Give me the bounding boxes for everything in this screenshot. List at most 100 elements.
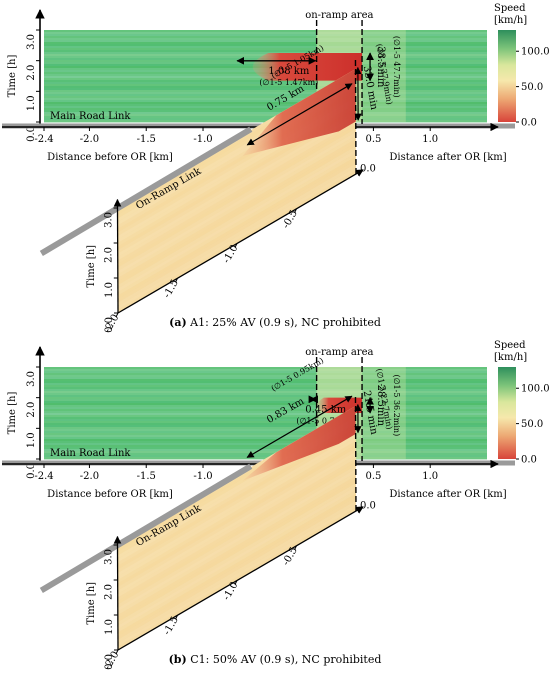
ramp-x-tick <box>294 545 297 550</box>
ramp-row <box>118 504 356 647</box>
main-y-tick-label: 3.0 <box>26 34 37 50</box>
ramp-length-arrow <box>246 83 353 146</box>
ramp-row <box>117 437 356 580</box>
ramp-row <box>117 441 356 584</box>
main-x-tick-label: -1.5 <box>137 134 156 145</box>
ramp-row <box>117 121 356 264</box>
ramp-row <box>117 479 356 622</box>
ramp-row <box>117 434 356 577</box>
main-y-tick-label: 0.0 <box>26 126 37 142</box>
ramp-y-tick-label: 1.0 <box>104 619 115 635</box>
heatmap-row <box>44 34 487 37</box>
colorbar-unit: [km/h] <box>494 352 527 363</box>
heatmap-row <box>44 379 487 382</box>
ramp-y-tick-label: 2.0 <box>104 247 115 263</box>
main-x-label-right: Distance after OR [km] <box>389 152 506 163</box>
ramp-row <box>117 160 356 303</box>
panel-caption: (b) C1: 50% AV (0.9 s), NC prohibited <box>169 653 382 666</box>
heatmap-row <box>44 80 487 83</box>
ramp-row <box>117 483 356 626</box>
heatmap-row <box>44 82 487 85</box>
ramp-x-axis <box>117 169 364 314</box>
main-x-label-left: Distance before OR [km] <box>47 152 173 163</box>
ramp-row <box>117 476 356 619</box>
heatmap-row <box>44 32 487 35</box>
heatmap-row <box>44 46 487 49</box>
onramp-area-label: on-ramp area <box>305 10 373 21</box>
ramp-row <box>117 128 356 271</box>
heatmap-row <box>44 375 487 378</box>
heatmap-row <box>44 369 487 372</box>
main-x-tick-label: -1.0 <box>193 471 212 482</box>
duration-label: 38.5min <box>375 46 386 88</box>
colorbar <box>498 30 516 122</box>
colorbar-tick-label: 0.0 <box>521 118 537 129</box>
ramp-row <box>117 458 356 601</box>
ramp-y-axis-label: Time [h] <box>86 582 97 625</box>
caption-tag: (b) <box>169 653 187 666</box>
ramp-row <box>117 448 356 591</box>
heatmap-row <box>44 38 487 41</box>
ramp-y-tick-label: 0.0 <box>104 317 115 333</box>
ramp-x-tick <box>115 312 119 318</box>
ramp-x-tick <box>175 278 178 283</box>
heatmap-row <box>44 389 487 392</box>
main-road-label: Main Road Link <box>50 448 131 459</box>
panel-b: Speed[km/h] 100.0 50.0 0.0 0.0 1.0 2.0 3.0 Time … <box>2 340 550 672</box>
ramp-y-tick-label: 1.0 <box>104 282 115 298</box>
main-x-tick-label: 1.0 <box>422 134 438 145</box>
main-x-label-left: Distance before OR [km] <box>47 489 173 500</box>
ramp-row <box>117 430 356 573</box>
ramp-row <box>117 132 356 275</box>
ramp-road-bar <box>39 126 253 257</box>
ramp-row <box>117 451 356 594</box>
heatmap-row <box>44 373 487 376</box>
ramp-row <box>117 493 356 636</box>
ramp-end-label: 0.0 <box>360 500 376 511</box>
ramp-row <box>117 149 356 292</box>
colorbar-tick-label: 100.0 <box>521 384 550 395</box>
ramp-x-tick <box>115 649 119 655</box>
main-x-tick-label: 0.5 <box>365 471 381 482</box>
ramp-row <box>117 486 356 629</box>
ramp-row <box>118 500 356 643</box>
main-heatmap <box>44 367 487 460</box>
heatmap-row <box>44 377 487 380</box>
heatmap-row <box>44 36 487 39</box>
ramp-row <box>117 153 356 296</box>
duration-label: 28.5min <box>375 385 386 427</box>
ramp-y-tick-label: 3.0 <box>104 549 115 565</box>
main-y-tick-label: 1.0 <box>26 95 37 111</box>
ramp-x-tick <box>294 208 297 213</box>
ramp-row <box>117 462 356 605</box>
onramp-area-label: on-ramp area <box>305 347 373 358</box>
colorbar-tick-label: 100.0 <box>521 47 550 58</box>
ramp-row <box>117 455 356 598</box>
ramp-y-tick-label: 3.0 <box>104 212 115 228</box>
heatmap-row <box>44 44 487 47</box>
colorbar-title: Speed <box>494 3 526 14</box>
caption-tag: (a) <box>169 316 187 329</box>
ramp-row <box>117 111 356 254</box>
ramp-row <box>117 139 356 282</box>
main-y-tick-label: 2.0 <box>26 402 37 418</box>
heatmap-row <box>44 371 487 374</box>
heatmap-row <box>44 52 487 55</box>
caption-text: C1: 50% AV (0.9 s), NC prohibited <box>187 653 382 666</box>
main-y-tick-label: 1.0 <box>26 432 37 448</box>
heatmap-row <box>44 387 487 390</box>
panel-a: Speed[km/h] 100.0 50.0 0.0 0.0 1.0 2.0 3.0 Time … <box>2 3 550 335</box>
ramp-end-label: 0.0 <box>360 163 376 174</box>
ramp-row <box>117 114 356 257</box>
heatmap-row <box>44 367 487 370</box>
ramp-row <box>117 444 356 587</box>
main-x-tick-label: -2.4 <box>34 134 53 145</box>
length-label: 0.45 km <box>305 404 347 415</box>
main-x-tick-label: 0.5 <box>365 134 381 145</box>
length-label: 1.08 km <box>268 66 310 77</box>
main-y-axis-label: Time [h] <box>7 392 18 435</box>
ramp-x-tick <box>175 615 178 620</box>
heatmap-row <box>44 385 487 388</box>
ramp-length-arrow <box>246 395 353 458</box>
